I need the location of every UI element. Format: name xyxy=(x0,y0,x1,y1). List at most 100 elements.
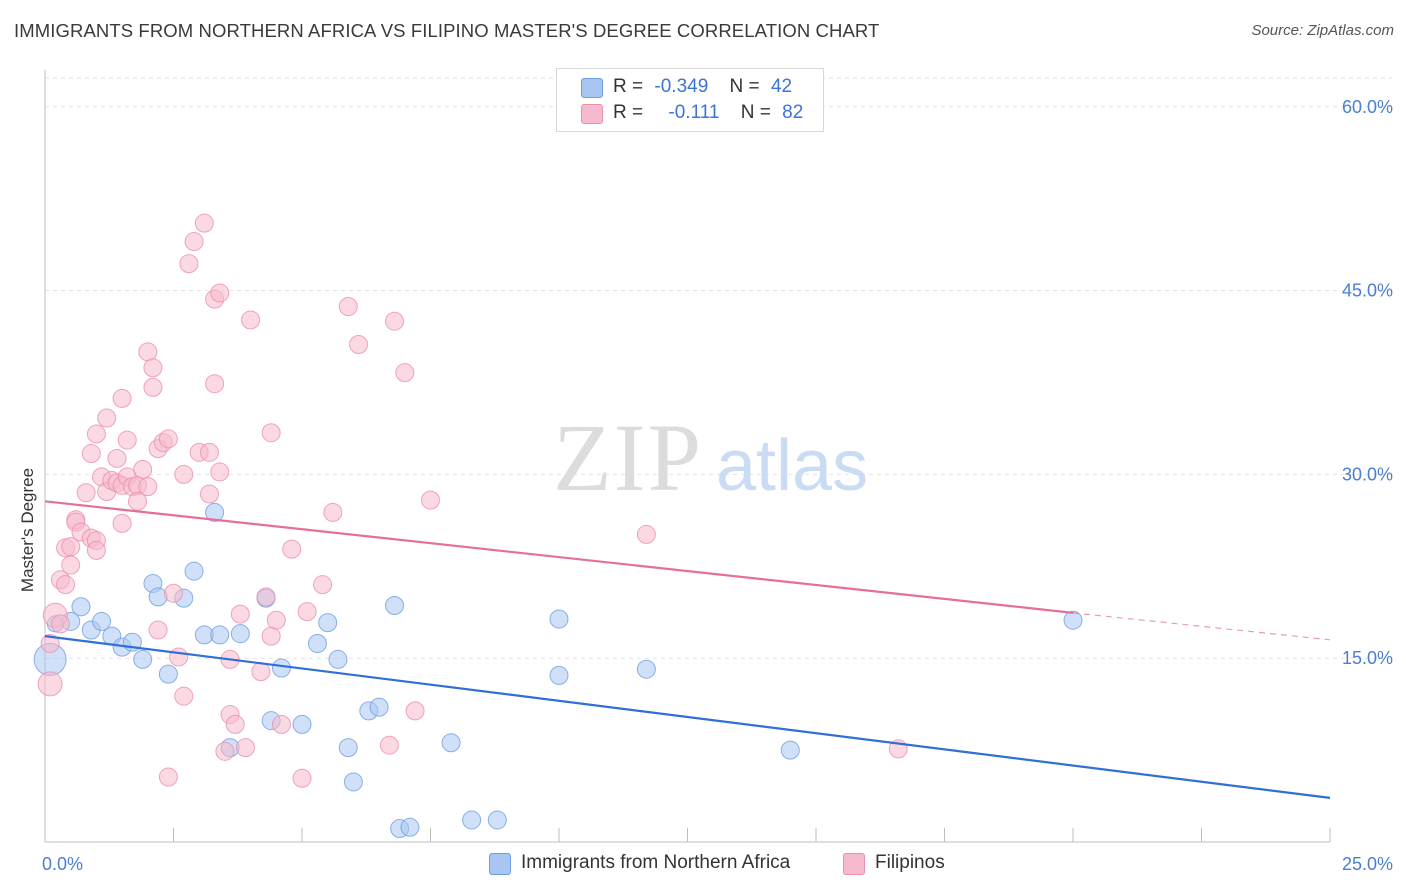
data-point xyxy=(292,768,312,788)
data-point xyxy=(112,513,132,533)
data-point xyxy=(256,587,276,607)
bottom-legend-label: Immigrants from Northern Africa xyxy=(521,852,791,873)
bottom-legend-swatch-pink xyxy=(843,853,865,875)
data-point xyxy=(385,595,405,615)
data-point xyxy=(421,490,440,510)
data-point xyxy=(1063,610,1083,630)
x-tick-label-min: 0.0% xyxy=(42,854,83,874)
data-point xyxy=(251,662,271,682)
data-point xyxy=(462,810,482,830)
data-point xyxy=(379,735,399,755)
data-point xyxy=(158,767,178,787)
data-point xyxy=(158,429,178,449)
data-point xyxy=(313,575,333,595)
data-point xyxy=(143,358,163,378)
correlation-legend: R = -0.349 N = 42 R = -0.111 N = 82 xyxy=(556,68,824,132)
x-tick-label-max: 25.0% xyxy=(1342,854,1393,874)
data-point xyxy=(184,232,204,252)
data-point xyxy=(138,477,158,497)
watermark: ZIP atlas xyxy=(553,404,868,511)
data-point xyxy=(318,613,338,633)
data-point xyxy=(179,254,199,274)
data-point xyxy=(86,540,106,560)
data-point xyxy=(549,609,569,629)
data-point xyxy=(184,561,204,581)
data-point xyxy=(40,633,60,653)
legend-n-label: N = xyxy=(740,102,771,123)
source-label: Source: ZipAtlas.com xyxy=(1251,22,1394,39)
data-point xyxy=(138,342,158,362)
data-point xyxy=(199,484,219,504)
data-point xyxy=(76,483,96,503)
legend-n-label: N = xyxy=(729,76,760,97)
bottom-legend-label: Filipinos xyxy=(875,852,945,873)
legend-swatch-pink xyxy=(581,104,603,124)
trend-line-extension xyxy=(1072,612,1331,641)
data-point xyxy=(271,714,291,734)
data-point xyxy=(92,611,112,631)
data-point xyxy=(225,714,245,734)
data-point xyxy=(549,665,569,685)
data-point xyxy=(385,311,405,331)
data-point xyxy=(230,604,250,624)
series-filipinos xyxy=(37,213,908,788)
data-point xyxy=(164,583,183,603)
data-point xyxy=(174,464,194,484)
data-point xyxy=(174,686,194,706)
data-point xyxy=(61,555,81,575)
legend-r-label: R = xyxy=(613,102,644,123)
data-point xyxy=(323,502,343,522)
y-tick-label: 15.0% xyxy=(1342,648,1393,668)
data-point xyxy=(205,502,225,522)
data-point xyxy=(400,817,420,837)
tick-labels: 15.0% 30.0% 45.0% 60.0% 0.0% 25.0% xyxy=(42,97,1393,874)
trend-line-filipinos xyxy=(44,500,1074,614)
data-point xyxy=(282,539,302,559)
y-tick-label: 60.0% xyxy=(1342,97,1393,117)
data-point xyxy=(210,625,230,645)
watermark-atlas: atlas xyxy=(716,426,868,506)
trend-lines xyxy=(44,500,1331,799)
axes xyxy=(44,70,1331,843)
data-point xyxy=(487,810,507,830)
data-point xyxy=(194,213,214,233)
data-point xyxy=(349,334,369,354)
data-point xyxy=(205,374,225,394)
data-point xyxy=(107,448,127,468)
data-point xyxy=(636,524,656,544)
data-point xyxy=(61,537,81,557)
data-point xyxy=(261,626,281,646)
legend-r-label: R = xyxy=(613,76,644,97)
data-point xyxy=(148,620,168,640)
data-point xyxy=(328,649,348,669)
legend-n-value: 82 xyxy=(782,102,804,123)
data-point xyxy=(441,733,461,753)
data-point xyxy=(235,738,255,758)
data-point xyxy=(71,597,91,617)
data-point xyxy=(210,462,230,482)
data-point xyxy=(50,614,70,634)
data-point xyxy=(143,377,163,397)
data-point xyxy=(292,714,312,734)
series-northern-africa xyxy=(33,502,1083,839)
data-point xyxy=(199,442,219,462)
data-point xyxy=(158,664,178,684)
watermark-zip: ZIP xyxy=(553,404,703,511)
data-point xyxy=(215,741,235,761)
data-point xyxy=(780,740,800,760)
data-point xyxy=(261,423,281,443)
data-point xyxy=(297,602,317,622)
data-point xyxy=(230,624,250,644)
data-point xyxy=(133,649,153,669)
legend-swatch-blue xyxy=(581,78,603,98)
data-point xyxy=(271,658,291,678)
y-tick-label: 45.0% xyxy=(1342,281,1393,301)
data-point xyxy=(117,430,137,450)
data-point xyxy=(343,772,363,792)
legend-r-value: -0.111 xyxy=(668,102,720,123)
legend-r-value: -0.349 xyxy=(654,76,709,97)
legend-n-value: 42 xyxy=(770,76,793,97)
data-point xyxy=(241,310,261,330)
data-point xyxy=(338,738,358,758)
data-point xyxy=(169,647,189,667)
